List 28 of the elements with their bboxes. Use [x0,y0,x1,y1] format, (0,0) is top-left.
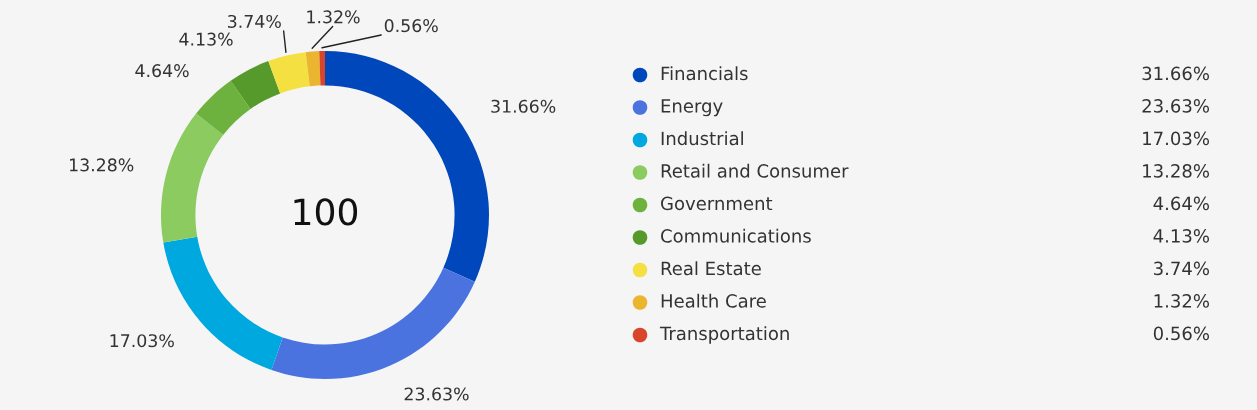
data-label: 3.74% [228,14,281,29]
legend-label: Communications [661,228,811,243]
data-label: 23.63% [404,387,469,401]
legend-label: Financials [661,66,748,81]
data-label: 13.28% [69,158,134,172]
text: 100 [294,198,358,226]
legend-label: Transportation [659,326,789,344]
text: 13.28% [1143,164,1209,178]
text: 4.64% [1153,196,1209,211]
legend-label: Real Estate [661,261,761,276]
legend-label: Government [661,196,773,211]
text: 4.13% [1153,229,1209,243]
data-label: 17.03% [110,334,174,348]
data-label: 4.64% [135,64,189,78]
text: 31.66% [1142,66,1209,81]
data-label: 1.32% [307,10,360,24]
data-label: 0.56% [384,19,438,33]
legend-label: Health Care [661,293,766,308]
legend-label: Industrial [661,131,743,146]
text: 3.74% [1154,261,1209,276]
text: 0.56% [1153,326,1209,341]
text: 17.03% [1143,131,1209,146]
legend-label: Retail and Consumer [661,163,849,178]
data-label: 31.66% [491,99,556,113]
text: 23.63% [1142,99,1209,113]
text: 1.32% [1154,294,1209,308]
legend-label: Energy [661,99,723,117]
data-label: 4.13% [179,32,233,46]
